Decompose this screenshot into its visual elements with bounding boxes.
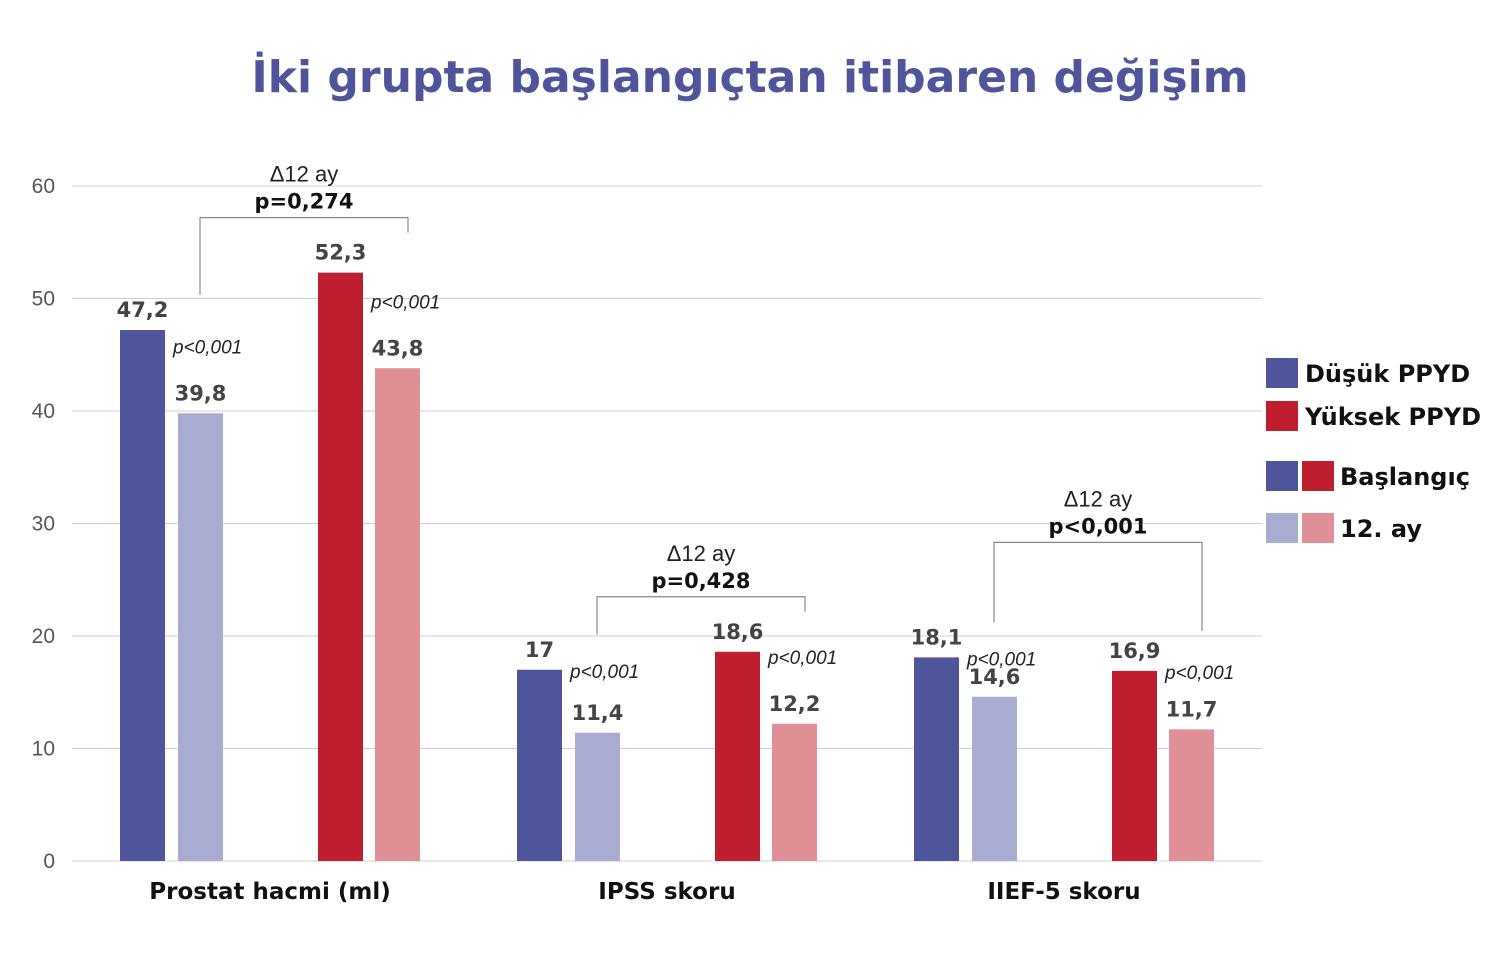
- comparison-p-value: p=0,274: [254, 190, 353, 214]
- within-group-p-value: p<0,001: [172, 337, 242, 358]
- data-label: 18,1: [911, 625, 963, 649]
- bar: [120, 330, 165, 861]
- bar: [178, 413, 223, 861]
- data-label: 43,8: [372, 336, 424, 360]
- comparison-bracket: [993, 541, 1203, 631]
- data-label: 12,2: [769, 692, 821, 716]
- legend-swatch: [1266, 401, 1298, 431]
- legend-swatch: [1266, 358, 1298, 388]
- data-label: 11,4: [572, 701, 624, 725]
- legend-label: 12. ay: [1340, 515, 1422, 543]
- data-label: 14,6: [969, 665, 1021, 689]
- comparison-label: Δ12 ay: [270, 162, 339, 187]
- comparison-p-value: p=0,428: [651, 569, 750, 593]
- legend-label: Başlangıç: [1340, 463, 1470, 491]
- x-category-label: Prostat hacmi (ml): [149, 879, 390, 905]
- legend-swatch: [1302, 513, 1334, 543]
- bar: [517, 669, 562, 861]
- comparison-brackets: Δ12 ay p=0,274 Δ12 ay p=0,428 Δ12 ay p<0,001: [199, 162, 1203, 635]
- within-group-p-value: p<0,001: [569, 662, 639, 683]
- within-group-p-value: p<0,001: [767, 648, 837, 669]
- bar: [914, 657, 959, 861]
- bar: [1112, 670, 1157, 861]
- x-category-label: IPSS skoru: [598, 879, 735, 905]
- legend-label: Düşük PPYD: [1305, 360, 1470, 388]
- chart-title: İki grupta başlangıçtan itibaren değişim: [251, 50, 1248, 103]
- data-label: 52,3: [315, 241, 367, 265]
- within-group-p-value: p<0,001: [370, 292, 440, 313]
- legend-swatch: [1266, 461, 1298, 491]
- bar: [972, 696, 1017, 861]
- legend: Düşük PPYD Yüksek PPYD Başlangıç 12. ay: [1266, 358, 1481, 543]
- y-tick-label: 50: [32, 288, 55, 311]
- within-group-p-value: p<0,001: [1164, 663, 1234, 684]
- gridlines: [72, 185, 1262, 862]
- data-label: 16,9: [1109, 639, 1161, 663]
- within-group-p-value: p<0,001: [966, 649, 1036, 670]
- y-tick-label: 0: [43, 850, 55, 873]
- bar: [318, 272, 363, 861]
- comparison-label: Δ12 ay: [1064, 486, 1133, 511]
- legend-swatch: [1302, 461, 1334, 491]
- data-label: 47,2: [117, 298, 169, 322]
- bar: [1169, 729, 1214, 861]
- y-tick-label: 20: [32, 625, 55, 648]
- comparison-p-value: p<0,001: [1048, 514, 1147, 538]
- data-label: 11,7: [1166, 697, 1218, 721]
- data-labels: 47,2 39,8 52,3 43,8 p<0,001 p<0,001 17 11,4 18,6…: [117, 241, 1235, 725]
- x-category-label: IIEF-5 skoru: [987, 879, 1140, 905]
- data-label: 39,8: [175, 381, 227, 405]
- bar: [375, 368, 420, 861]
- bar: [575, 732, 620, 861]
- data-label: 17: [525, 638, 554, 662]
- comparison-bracket: [199, 217, 409, 295]
- legend-swatch: [1266, 513, 1298, 543]
- y-axis: 0 10 20 30 40 50 60: [32, 175, 55, 873]
- bar: [715, 651, 760, 861]
- comparison-bracket: [596, 596, 806, 635]
- y-tick-label: 10: [32, 738, 55, 761]
- x-axis: Prostat hacmi (ml) IPSS skoru IIEF-5 skoru: [149, 879, 1140, 905]
- comparison-label: Δ12 ay: [667, 541, 736, 566]
- y-tick-label: 60: [32, 175, 55, 198]
- data-label: 18,6: [712, 620, 764, 644]
- bars: [120, 272, 1214, 861]
- y-tick-label: 30: [32, 513, 55, 536]
- legend-label: Yüksek PPYD: [1304, 403, 1481, 431]
- bar: [772, 723, 817, 861]
- y-tick-label: 40: [32, 400, 55, 423]
